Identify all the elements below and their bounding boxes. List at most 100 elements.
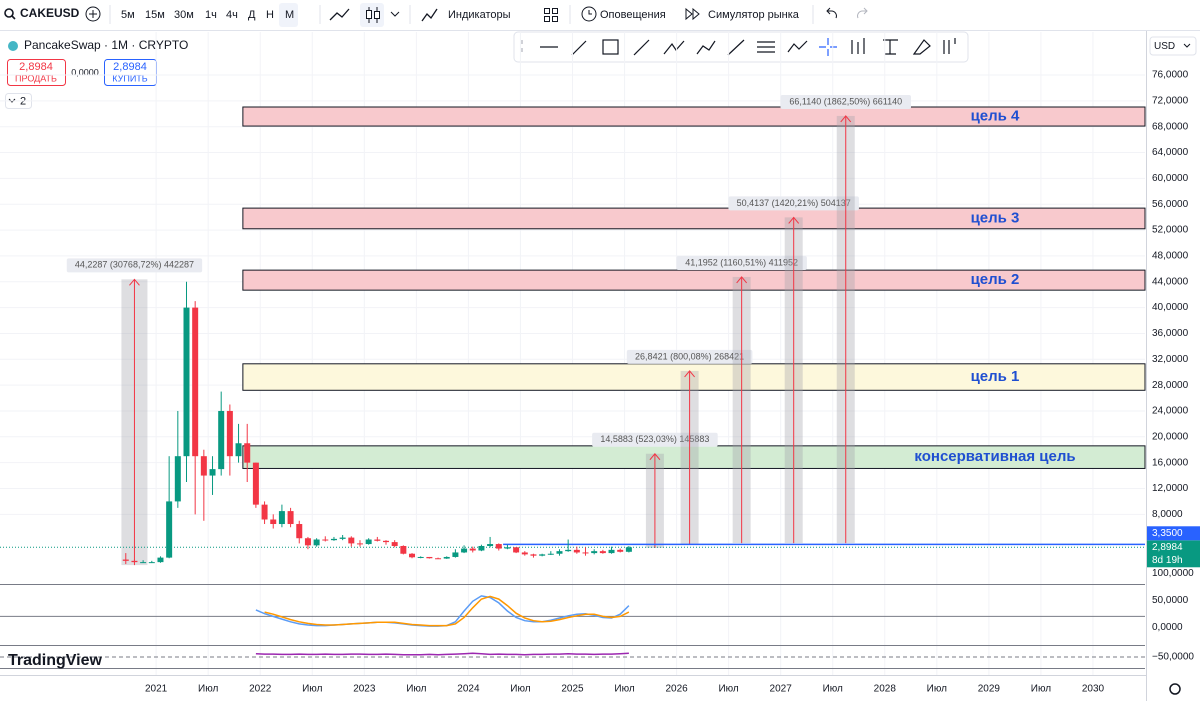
candle-body: [599, 551, 606, 554]
candle-body: [218, 410, 225, 470]
candle-body: [530, 554, 537, 556]
tool-trend[interactable]: [633, 39, 650, 56]
candle-body: [582, 552, 589, 554]
zone-label: цель 3: [971, 209, 1020, 226]
y-tick-label: 60,0000: [1152, 173, 1189, 184]
candle-body: [608, 549, 615, 554]
x-tick-label: Июл: [1031, 684, 1051, 695]
compare-button[interactable]: [85, 6, 101, 22]
alerts-button[interactable]: Оповещения: [600, 9, 666, 21]
candle-body: [521, 552, 528, 555]
candle-body: [313, 539, 320, 546]
candle-body: [443, 556, 450, 559]
candle-body: [192, 307, 199, 457]
measure-label-bg: [728, 196, 859, 211]
search-icon[interactable]: [4, 8, 14, 18]
currency-button[interactable]: [1149, 36, 1197, 56]
indicators-icon: [421, 8, 438, 22]
candle-body: [573, 549, 580, 553]
redo-button[interactable]: [857, 7, 868, 19]
candle-body: [478, 545, 485, 551]
measure-label-bg: [66, 258, 203, 273]
candle-body: [235, 443, 242, 457]
x-tick-label: 2029: [978, 684, 1001, 695]
x-tick-label: Июл: [718, 684, 738, 695]
tool-rect[interactable]: [602, 39, 619, 55]
plot: 8,000012,000016,000020,000024,000028,000…: [0, 32, 1200, 695]
tool-text[interactable]: [883, 39, 898, 55]
x-tick-label: 2030: [1082, 684, 1105, 695]
tool-extended[interactable]: [727, 39, 745, 56]
tool-measure[interactable]: [943, 38, 956, 54]
measure-arrowhead: [649, 452, 661, 461]
y-tick-label: 16,0000: [1152, 457, 1189, 468]
x-tick-label: Июл: [302, 684, 322, 695]
price-tag-label: 2,8984: [1152, 542, 1183, 553]
measure-arrowhead: [684, 370, 695, 378]
tool-path[interactable]: [696, 40, 716, 55]
interval-button[interactable]: Д: [248, 9, 256, 21]
symbol[interactable]: CAKEUSD: [20, 6, 80, 20]
replay-button[interactable]: Симулятор рынка: [708, 9, 800, 21]
target-zone: [242, 269, 1146, 291]
tool-brush[interactable]: [912, 39, 931, 55]
x-tick-label: Июл: [927, 684, 947, 695]
candle-body: [226, 410, 233, 457]
x-tick-label: 2025: [561, 684, 584, 695]
x-tick-label: 2027: [770, 684, 793, 695]
undo-button[interactable]: [826, 7, 837, 19]
chevron[interactable]: [390, 11, 400, 17]
y-tick-label: 100,0000: [1152, 568, 1194, 579]
y-tick-label: 36,0000: [1152, 328, 1189, 339]
target-zone: [242, 106, 1146, 127]
sell-button[interactable]: [7, 59, 66, 86]
tool-forecast[interactable]: [851, 38, 865, 54]
y-tick-label: 44,0000: [1152, 276, 1189, 287]
buy-price: 2,8984: [113, 61, 147, 73]
candle-body: [365, 539, 372, 545]
candle-body: [304, 538, 311, 546]
candle-body: [261, 504, 268, 520]
legend-title: PancakeSwap · 1M · CRYPTO: [24, 38, 188, 52]
candle-body: [200, 456, 207, 476]
candle-body: [547, 553, 554, 555]
layouts-icon[interactable]: [544, 8, 558, 22]
interval-button[interactable]: 1ч: [205, 9, 217, 21]
zone-label: цель 2: [971, 271, 1020, 288]
tool-fib[interactable]: [757, 41, 775, 53]
candle-body: [296, 524, 303, 539]
interval-button[interactable]: Н: [266, 9, 274, 21]
chart-type-icon[interactable]: [329, 8, 350, 21]
y-tick-label: 40,0000: [1152, 302, 1189, 313]
x-tick-label: 2024: [457, 684, 480, 695]
interval-button[interactable]: 15м: [145, 9, 165, 21]
tool-ray[interactable]: [571, 40, 587, 56]
zone-label: консервативная цель: [914, 448, 1075, 465]
indicators-button[interactable]: Индикаторы: [448, 9, 511, 21]
measure-label: 66,1140 (1862,50%) 661140: [789, 96, 902, 106]
tool-pattern[interactable]: [787, 40, 808, 53]
candle-body: [287, 511, 294, 525]
x-tick-label: 2028: [874, 684, 897, 695]
logo: TradingView: [8, 652, 103, 669]
active-interval-bg: [279, 3, 298, 27]
y-tick-label: 76,0000: [1152, 70, 1189, 81]
interval-button[interactable]: 30м: [174, 9, 194, 21]
candle-body: [356, 543, 363, 545]
price-tag-label: 3,3500: [1152, 528, 1183, 539]
tool-pitchfork[interactable]: [663, 40, 685, 55]
x-tick-label: 2023: [353, 684, 376, 695]
tool-cross[interactable]: [819, 38, 837, 56]
settings-button[interactable]: [1169, 683, 1181, 695]
candle-body: [122, 559, 129, 561]
target-zone: [242, 207, 1146, 230]
search-icon: [11, 15, 16, 20]
candle-body: [348, 537, 355, 544]
x-tick-label: 2026: [665, 684, 688, 695]
interval-button[interactable]: М: [285, 9, 294, 21]
symbol-logo: [8, 41, 18, 51]
interval-button[interactable]: 4ч: [226, 9, 238, 21]
interval-button[interactable]: 5м: [121, 9, 135, 21]
